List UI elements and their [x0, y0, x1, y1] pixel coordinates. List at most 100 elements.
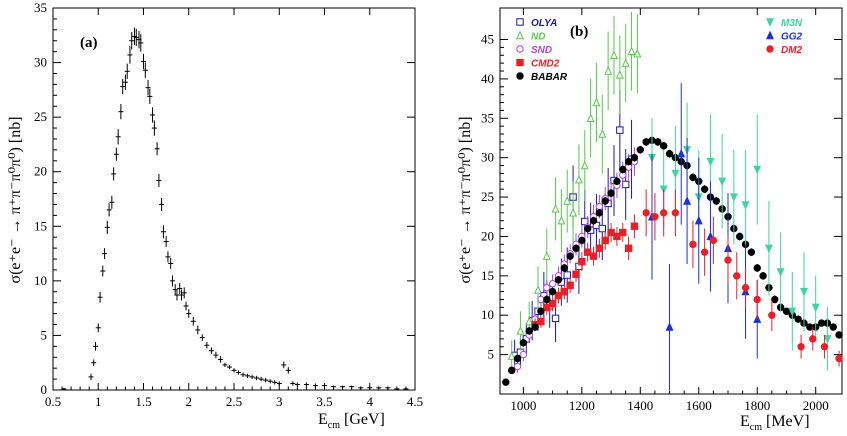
b-point — [537, 317, 545, 326]
b-point — [642, 209, 650, 217]
b-point — [735, 232, 744, 241]
b-point — [741, 283, 750, 292]
b-point — [607, 228, 615, 237]
b-ytick-label: 5 — [488, 347, 495, 362]
a-xtick-label: 0.5 — [45, 394, 61, 409]
b-point — [633, 48, 642, 58]
b-point — [621, 58, 630, 67]
b-ytick-label: 20 — [481, 228, 494, 243]
b-point — [768, 311, 776, 319]
a-xtick-label: 1.5 — [135, 394, 151, 409]
panel-a-xlabel: Ecm [GeV] — [318, 411, 385, 431]
b-point — [519, 350, 528, 359]
b-ytick-label: 35 — [481, 110, 494, 125]
b-point — [560, 287, 569, 296]
legend-marker-dm2 — [766, 45, 774, 53]
b-ytick-label: 45 — [481, 32, 494, 47]
b-point — [820, 343, 829, 351]
panel-b-legend: OLYA ND SND CMD2 BABAR M3N GG2 DM2 — [516, 18, 803, 83]
b-point — [595, 209, 604, 217]
b-point — [753, 165, 762, 175]
b-point — [557, 215, 566, 225]
b-point — [610, 50, 618, 59]
b-point — [619, 165, 627, 174]
a-ytick-label: 30 — [34, 55, 47, 70]
b-point — [592, 97, 601, 107]
legend-label-m3n: M3N — [781, 18, 803, 29]
b-xtick-label: 1400 — [627, 398, 653, 413]
legend-label-olya: OLYA — [531, 18, 557, 29]
panel-a: 0.5 1 1.5 2 2.5 3 3.5 4 4.5 0 5 10 15 20 25 30 35 (a) Ec… — [7, 0, 423, 431]
panel-b-frame — [499, 7, 843, 395]
b-point — [543, 295, 551, 304]
b-point — [513, 354, 522, 363]
b-point — [548, 299, 557, 308]
b-ytick-label: 30 — [481, 150, 494, 165]
b-point — [583, 224, 592, 233]
b-point — [542, 251, 551, 260]
b-point — [627, 46, 636, 56]
b-series-babar — [502, 136, 843, 386]
b-point — [537, 307, 545, 315]
b-point — [753, 295, 761, 304]
legend-marker-gg2 — [766, 30, 774, 40]
b-point — [624, 244, 633, 252]
a-ytick-label: 20 — [34, 164, 47, 179]
b-point — [543, 283, 551, 292]
b-point — [764, 244, 773, 254]
panel-a-xlabel-main: E — [318, 411, 328, 428]
legend-marker-snd — [516, 45, 524, 53]
legend-marker-m3n — [766, 18, 774, 27]
a-xtick-label: 2.5 — [226, 394, 242, 409]
b-xtick-label: 2000 — [803, 398, 829, 413]
b-point — [615, 70, 624, 79]
legend-marker-babar — [516, 72, 524, 80]
panel-b-points — [502, 11, 843, 391]
a-ytick-label: 15 — [34, 218, 47, 233]
b-point — [513, 362, 522, 371]
b-point — [598, 224, 607, 233]
b-point — [729, 193, 738, 202]
b-point — [759, 272, 767, 280]
panel-b-ticks: 1000 1200 1400 1600 1800 2000 5 10 15 20 25 30 35 40 4… — [481, 8, 842, 413]
b-point — [563, 271, 571, 279]
a-xtick-label: 2 — [186, 394, 193, 409]
b-point — [543, 303, 551, 312]
b-series-nd — [507, 11, 642, 372]
a-xtick-label: 1 — [95, 394, 102, 409]
b-series-cmd2 — [531, 214, 639, 331]
b-point — [525, 327, 533, 335]
legend-label-dm2: DM2 — [781, 45, 803, 56]
a-xtick-label: 3 — [276, 394, 283, 409]
b-point — [502, 378, 510, 386]
panel-a-ylabel: σ(e⁺e⁻ → π⁺π⁻π⁰π⁰) [nb] — [7, 116, 24, 283]
b-point — [595, 202, 604, 211]
b-point — [507, 366, 516, 375]
b-point — [607, 189, 615, 197]
b-point — [616, 126, 624, 134]
panel-a-ticks: 0.5 1 1.5 2 2.5 3 3.5 4 4.5 0 5 10 15 20 25 30 35 — [34, 0, 423, 409]
panel-a-label: (a) — [80, 35, 98, 51]
panel-a-xlabel-unit: [GeV] — [344, 411, 385, 428]
b-point — [835, 354, 843, 363]
b-point — [659, 209, 668, 217]
b-point — [598, 129, 607, 138]
a-series-series — [61, 27, 409, 390]
b-xtick-label: 1200 — [569, 398, 595, 413]
b-point — [601, 197, 609, 205]
b-point — [624, 157, 633, 166]
b-point — [677, 148, 686, 158]
b-point — [534, 285, 542, 294]
b-point — [776, 268, 785, 277]
b-point — [548, 287, 557, 296]
b-point — [654, 138, 662, 146]
b-point — [619, 228, 627, 237]
b-point — [700, 248, 709, 256]
b-point — [554, 276, 563, 284]
panel-b-label: (b) — [570, 24, 588, 40]
a-ytick-label: 25 — [34, 109, 47, 124]
b-point — [659, 142, 668, 150]
legend-marker-cmd2 — [516, 58, 524, 67]
panel-b-xlabel-unit: [MeV] — [766, 413, 810, 430]
